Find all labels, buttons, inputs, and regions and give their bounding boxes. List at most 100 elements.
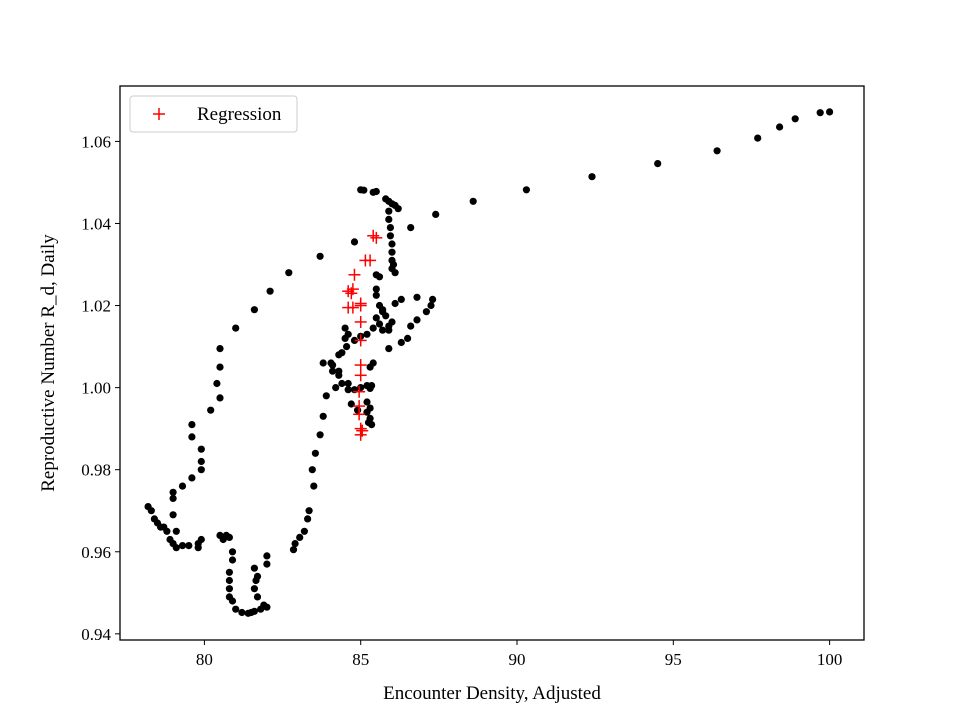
regression-point-9 [354,299,367,312]
observed-point-148 [178,482,187,490]
observed-point-145 [169,511,177,519]
observed-point-119 [225,593,233,601]
observed-point-73 [335,351,343,359]
observed-point-141 [150,515,158,523]
observed-point-62 [363,408,371,416]
observed-point-69 [338,379,346,388]
observed-point-30 [389,260,398,269]
regression-point-3 [364,254,377,267]
observed-point-128 [216,531,224,540]
observed-point-42 [379,326,387,334]
observed-point-44 [363,330,371,338]
observed-point-132 [185,542,193,550]
observed-point-75 [341,324,349,332]
observed-point-3 [776,123,784,131]
observed-point-68 [344,379,352,388]
observed-point-80 [413,316,421,324]
observed-point-20 [357,186,365,194]
y-axis-label: Reproductive Number R_d, Daily [38,234,59,492]
x-axis-label: Encounter Density, Adjusted [383,683,601,704]
observed-point-67 [347,400,355,408]
observed-point-58 [368,382,376,390]
observed-point-143 [144,503,152,511]
regression-point-21 [354,428,367,441]
observed-point-150 [197,466,205,474]
observed-point-98 [300,527,308,535]
observed-point-93 [311,449,319,457]
observed-point-89 [379,306,387,314]
observed-point-82 [404,334,412,342]
y-axis: 0.94 0.96 0.98 1.00 1.02 1.04 1.06 [81,132,120,644]
y-tick-label: 0.96 [81,543,111,562]
observed-points [144,108,834,617]
observed-point-94 [308,466,316,474]
regression-point-7 [345,287,358,300]
observed-point-86 [385,326,393,334]
observed-point-153 [188,433,196,441]
observed-point-159 [216,345,224,353]
observed-point-113 [253,572,262,581]
observed-point-124 [228,548,237,556]
regression-point-13 [354,334,367,347]
regression-point-15 [354,369,367,382]
observed-point-23 [386,224,394,232]
observed-point-92 [316,431,324,439]
x-tick-label: 85 [352,650,369,669]
observed-point-122 [225,568,233,576]
regression-point-14 [354,359,367,372]
observed-point-16 [382,195,390,203]
observed-point-163 [285,269,293,277]
observed-point-5 [713,147,721,155]
legend-box [129,95,298,133]
observed-point-97 [304,515,312,523]
x-tick-label: 100 [817,650,843,669]
observed-point-46 [350,336,359,344]
observed-point-65 [364,418,373,427]
observed-point-34 [372,291,380,299]
x-tick-label: 90 [509,650,526,669]
x-tick-label: 95 [665,650,682,669]
observed-point-120 [225,585,233,593]
observed-point-66 [354,406,362,414]
observed-point-106 [250,607,258,615]
observed-point-160 [232,324,240,332]
observed-point-2 [791,115,799,123]
observed-point-164 [316,252,324,260]
y-tick-label: 1.04 [81,214,111,233]
observed-point-102 [319,359,327,367]
observed-point-165 [350,238,359,246]
observed-point-121 [225,576,233,585]
observed-point-25 [388,240,396,248]
observed-point-131 [194,540,202,548]
observed-point-149 [188,474,196,482]
observed-point-10 [432,210,440,218]
observed-point-55 [357,384,365,392]
observed-point-144 [172,527,180,535]
observed-point-155 [207,406,215,414]
regression-point-18 [353,408,366,421]
observed-point-110 [253,593,262,601]
y-tick-label: 1.00 [81,379,111,398]
observed-point-103 [238,608,246,617]
observed-point-127 [225,533,233,542]
observed-point-29 [391,269,399,277]
observed-point-37 [397,295,405,303]
observed-point-87 [388,318,396,326]
regression-point-12 [354,315,367,328]
observed-point-151 [197,457,205,466]
regression-point-4 [348,268,361,281]
observed-point-162 [266,287,274,295]
observed-point-154 [188,421,196,429]
observed-point-114 [250,564,258,572]
observed-point-91 [319,412,327,420]
x-axis: 80 85 90 95 100 [196,640,842,669]
observed-point-158 [216,363,224,371]
y-tick-label: 0.98 [81,461,111,480]
observed-point-6 [654,160,662,168]
observed-point-70 [335,371,343,379]
observed-point-7 [588,173,596,181]
observed-point-83 [397,338,405,347]
observed-point-84 [385,345,393,353]
observed-point-156 [216,394,224,402]
